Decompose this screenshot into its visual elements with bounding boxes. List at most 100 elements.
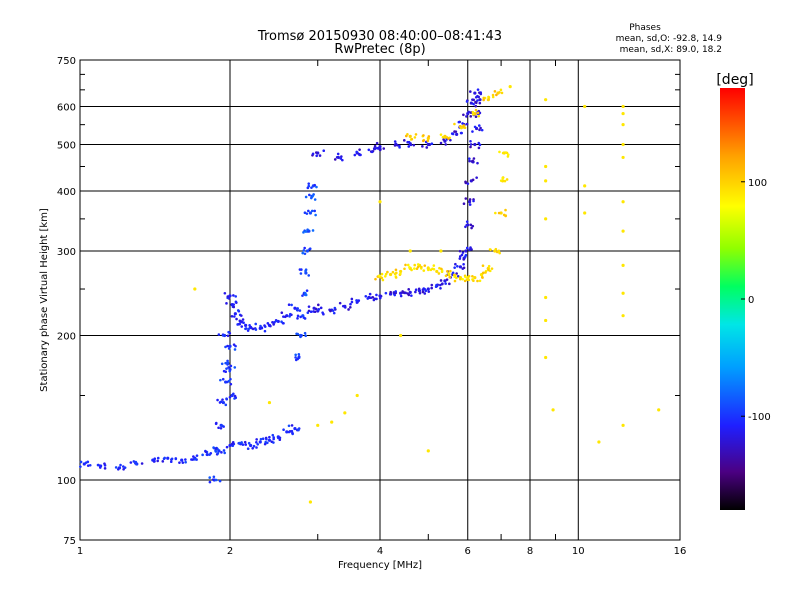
y-tick-label: 300 — [57, 247, 76, 258]
series-o-low — [79, 424, 301, 471]
data-point — [471, 274, 474, 278]
data-point — [232, 305, 236, 309]
data-point — [275, 319, 278, 323]
data-point — [378, 274, 381, 277]
data-point — [317, 303, 320, 307]
data-point — [487, 268, 490, 272]
data-point — [477, 146, 481, 150]
data-point — [430, 142, 434, 145]
data-point — [412, 143, 416, 147]
data-point — [406, 133, 409, 136]
data-point — [464, 275, 467, 279]
data-point — [472, 157, 476, 160]
data-point — [544, 164, 548, 169]
data-point — [423, 264, 427, 267]
data-point — [399, 333, 403, 338]
data-point — [384, 272, 388, 276]
data-point — [458, 249, 462, 253]
data-point — [192, 455, 195, 458]
data-point — [454, 262, 457, 266]
data-point — [464, 225, 467, 229]
data-point — [287, 430, 291, 434]
x-axis-label: Frequency [MHz] — [338, 560, 422, 571]
x-tick-label: 1 — [77, 546, 83, 557]
data-point — [308, 193, 311, 197]
scatter-points — [79, 85, 661, 504]
data-point — [583, 184, 587, 188]
data-point — [497, 249, 501, 253]
data-point — [444, 282, 447, 285]
data-point — [267, 400, 272, 405]
data-point — [86, 460, 90, 464]
data-point — [414, 133, 418, 136]
data-point — [478, 279, 482, 283]
data-point — [439, 279, 443, 282]
data-point — [227, 330, 230, 334]
data-point — [424, 289, 428, 292]
data-point — [458, 257, 462, 260]
data-point — [229, 364, 233, 368]
data-point — [193, 458, 196, 461]
data-point — [501, 151, 505, 155]
data-point — [464, 180, 467, 184]
data-point — [426, 449, 430, 453]
data-point — [508, 85, 512, 89]
data-point — [426, 266, 430, 269]
data-point — [184, 458, 187, 461]
data-point — [459, 131, 463, 135]
data-point — [314, 151, 318, 154]
x-tick-labels: 1 2 4 6 8 10 16 — [77, 546, 687, 557]
data-point — [449, 269, 452, 273]
data-point — [313, 183, 317, 187]
y-axis-label: Stationary phase Virtual Height [km] — [39, 208, 50, 392]
data-point — [79, 465, 82, 468]
data-point — [476, 161, 479, 165]
data-point — [583, 104, 587, 109]
data-point — [471, 224, 475, 228]
data-point — [349, 305, 352, 309]
data-point — [440, 282, 444, 286]
data-point — [435, 269, 439, 274]
data-point — [226, 334, 230, 338]
data-point — [224, 345, 227, 349]
data-point — [308, 247, 312, 251]
data-point — [440, 267, 443, 271]
data-point — [481, 264, 485, 268]
data-point — [282, 315, 285, 318]
data-point — [504, 151, 508, 154]
data-point — [393, 140, 397, 143]
data-point — [180, 458, 184, 462]
data-point — [224, 403, 228, 407]
data-point — [228, 294, 232, 298]
data-point — [226, 344, 229, 348]
data-point — [408, 249, 412, 253]
data-point — [444, 274, 448, 278]
data-point — [355, 150, 358, 154]
data-point — [329, 309, 332, 313]
data-point — [311, 194, 315, 198]
data-point — [410, 268, 413, 272]
data-point — [416, 263, 420, 266]
data-point — [451, 271, 455, 275]
data-point — [421, 145, 424, 148]
data-point — [303, 246, 306, 250]
data-point — [415, 267, 419, 270]
data-point — [621, 155, 625, 160]
data-point — [229, 377, 232, 381]
data-point — [494, 211, 497, 215]
data-point — [468, 248, 471, 252]
data-point — [307, 305, 311, 308]
data-point — [86, 464, 90, 467]
data-point — [305, 212, 309, 215]
data-point — [338, 301, 342, 305]
series-x-f2 — [374, 150, 510, 283]
data-point — [408, 266, 411, 269]
data-point — [226, 359, 229, 363]
data-point — [305, 289, 309, 292]
data-point — [220, 451, 223, 454]
data-point — [473, 142, 477, 147]
data-point — [212, 475, 216, 479]
data-point — [458, 265, 463, 269]
data-point — [426, 139, 430, 143]
data-point — [473, 276, 477, 280]
